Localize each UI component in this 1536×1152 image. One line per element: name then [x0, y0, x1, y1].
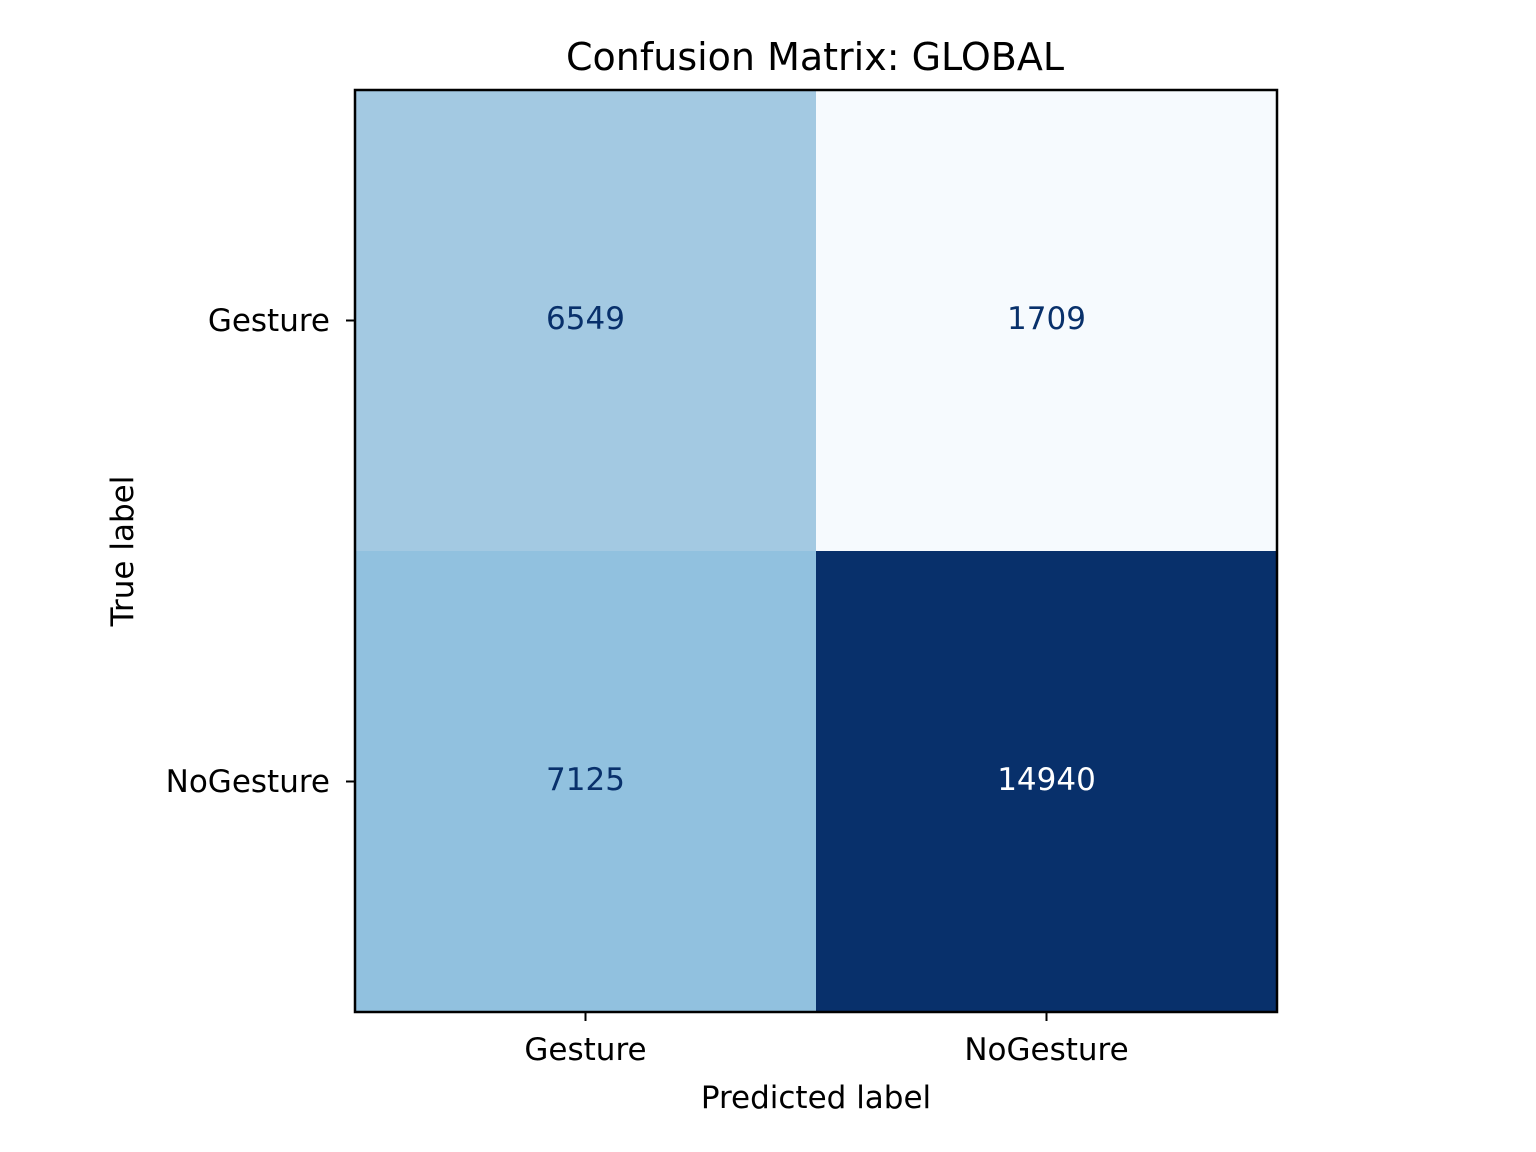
matrix-cell-1-1 — [816, 551, 1278, 1013]
x-axis-ticks: Gesture NoGesture — [524, 1012, 1129, 1068]
matrix-cell-values: 6549 1709 7125 14940 — [546, 301, 1096, 798]
plot-frame — [353, 88, 1279, 1014]
x-tick-label: NoGesture — [964, 1032, 1128, 1068]
matrix-cell-value-0-0: 6549 — [546, 301, 625, 337]
matrix-cell-value-1-1: 14940 — [997, 762, 1096, 798]
matrix-cell-0-0 — [355, 90, 817, 552]
y-axis-label: True label — [105, 476, 141, 628]
matrix-cell-1-0 — [355, 551, 817, 1013]
x-tick-label: Gesture — [524, 1032, 646, 1068]
matrix-cell-0-1 — [816, 90, 1278, 552]
y-tick-label: NoGesture — [166, 764, 330, 800]
y-tick-label: Gesture — [208, 303, 330, 339]
matrix-cells — [355, 90, 1278, 1013]
matrix-cell-value-0-1: 1709 — [1007, 301, 1086, 337]
matrix-cell-value-1-0: 7125 — [546, 762, 625, 798]
y-axis-ticks: Gesture NoGesture — [166, 303, 355, 800]
chart-title: Confusion Matrix: GLOBAL — [566, 35, 1064, 79]
x-axis-label: Predicted label — [701, 1080, 931, 1116]
